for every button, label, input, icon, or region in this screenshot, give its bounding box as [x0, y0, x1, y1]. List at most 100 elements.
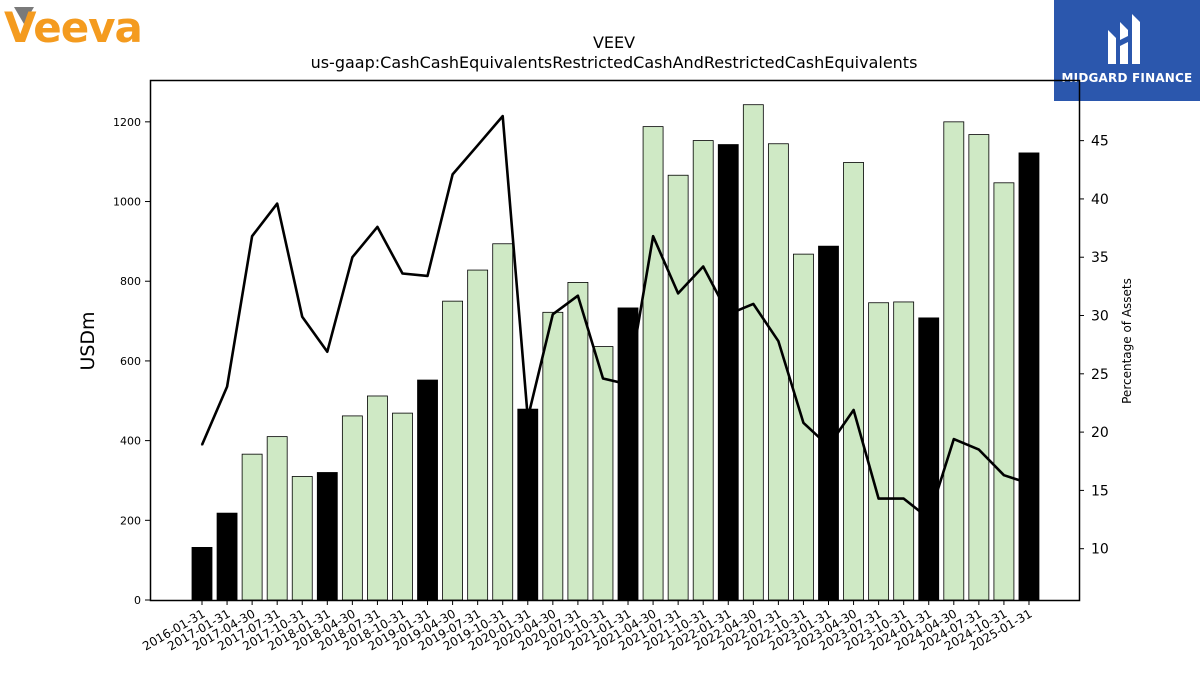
line-point-2017-07-31 — [276, 202, 278, 205]
line-point-2024-07-31 — [978, 448, 980, 451]
line-point-2019-01-31 — [426, 275, 429, 277]
line-point-2024-04-30 — [953, 438, 955, 440]
line-point-2021-04-30 — [652, 235, 654, 238]
y2-tick-label: 10 — [1091, 542, 1109, 558]
bar-2019-10-31 — [492, 243, 514, 601]
line-point-2023-01-31 — [827, 445, 830, 447]
bar-2024-10-31 — [993, 182, 1015, 601]
line-point-2019-10-31 — [501, 115, 504, 117]
veeva-logo-mark — [14, 7, 34, 24]
bar-2018-10-31 — [392, 412, 413, 601]
y-tick-label: 800 — [120, 275, 141, 288]
bar-2017-07-31 — [266, 436, 288, 601]
veeva-logo-wordmark: Veeva — [4, 4, 142, 48]
line-point-2022-07-31 — [777, 340, 780, 342]
bar-2016-01-31 — [191, 547, 213, 601]
bar-2017-10-31 — [291, 476, 313, 601]
line-point-2023-04-30 — [852, 409, 855, 411]
line-point-2018-01-31 — [326, 350, 329, 353]
line-point-2018-04-30 — [351, 256, 354, 259]
midgard-logo-mark — [1108, 14, 1140, 64]
line-point-2016-01-31 — [201, 444, 203, 446]
y-tick-label: 600 — [120, 355, 141, 368]
y2-axis-label: Percentage of Assets — [1120, 278, 1134, 404]
bar-2021-10-31 — [692, 140, 714, 601]
bar-2022-07-31 — [767, 143, 789, 601]
y2-tick-label: 30 — [1091, 309, 1109, 325]
line-point-2024-01-31 — [927, 517, 930, 520]
bar-2020-01-31 — [517, 408, 539, 601]
line-point-2019-07-31 — [476, 144, 479, 147]
line-point-2021-01-31 — [627, 383, 629, 386]
y2-tick-label: 15 — [1091, 483, 1109, 499]
bar-2022-04-30 — [742, 104, 764, 601]
y-tick-label: 1200 — [113, 116, 141, 129]
bar-2022-01-31 — [717, 144, 739, 601]
y2-tick-label: 20 — [1091, 425, 1109, 441]
line-point-2022-01-31 — [727, 313, 730, 316]
y-axis-right: 10 15 20 25 30 35 40 45 — [1079, 134, 1109, 558]
bar-2024-07-31 — [968, 134, 990, 601]
y-tick-label: 200 — [120, 514, 141, 527]
line-point-2020-10-31 — [602, 377, 604, 380]
midgard-finance-logo: MIDGARD FINANCE — [1054, 0, 1200, 101]
bar-2018-07-31 — [367, 395, 388, 601]
line-series — [200, 114, 1030, 520]
bar-series — [191, 104, 1040, 601]
line-point-2023-07-31 — [877, 497, 880, 500]
bar-2025-01-31 — [1018, 152, 1040, 601]
line-point-2022-04-30 — [752, 303, 755, 305]
y2-tick-label: 25 — [1091, 367, 1109, 383]
bar-2017-01-31 — [216, 512, 238, 601]
line-point-2017-10-31 — [301, 315, 304, 318]
y2-tick-label: 35 — [1091, 250, 1109, 266]
bar-2019-01-31 — [417, 379, 438, 601]
line-point-2021-07-31 — [677, 292, 679, 295]
line-point-2018-07-31 — [376, 226, 379, 228]
chart-title: VEEV — [593, 33, 635, 52]
line-point-2018-10-31 — [401, 272, 404, 275]
bar-2019-07-31 — [467, 269, 489, 601]
bar-2017-04-30 — [241, 453, 263, 601]
y-axis-left: 0 200 400 600 800 1000 1200 — [113, 116, 150, 607]
line-point-2019-04-30 — [451, 173, 454, 176]
bar-2020-07-31 — [567, 282, 589, 601]
line-point-2017-04-30 — [251, 235, 253, 238]
y-axis-label: USDm — [77, 311, 99, 370]
publisher-name: MIDGARD FINANCE — [1061, 71, 1193, 85]
veeva-logo: Veeva — [4, 3, 174, 52]
bar-2018-01-31 — [316, 472, 338, 601]
y2-tick-label: 40 — [1091, 192, 1109, 208]
line-point-2023-10-31 — [902, 497, 905, 500]
line-point-2022-10-31 — [802, 421, 805, 424]
bar-2023-07-31 — [868, 302, 890, 601]
bar-2022-10-31 — [793, 253, 814, 601]
line-point-2020-01-31 — [526, 417, 529, 419]
bar-2020-04-30 — [542, 311, 564, 601]
y2-tick-label: 45 — [1091, 134, 1109, 150]
bar-2021-07-31 — [667, 174, 689, 601]
line-point-2021-10-31 — [702, 265, 704, 268]
chart-subtitle: us-gaap:CashCashEquivalentsRestrictedCas… — [311, 53, 918, 72]
y-tick-label: 1000 — [113, 196, 141, 209]
bar-2021-04-30 — [642, 126, 664, 601]
bar-2018-04-30 — [341, 415, 363, 601]
bar-2023-04-30 — [843, 162, 864, 601]
bar-2021-01-31 — [617, 307, 639, 601]
y-tick-label: 400 — [120, 435, 141, 448]
line-point-2025-01-31 — [1028, 482, 1030, 485]
line-point-2020-07-31 — [577, 294, 579, 297]
line-point-2024-10-31 — [1003, 474, 1005, 477]
percentage-of-assets-line — [200, 114, 1030, 520]
bar-2023-01-31 — [818, 245, 839, 601]
x-axis: 2016-01-312017-01-312017-04-302017-07-31… — [140, 600, 1034, 653]
bar-2019-04-30 — [442, 300, 464, 601]
bar-2024-01-31 — [918, 317, 940, 601]
bar-2024-04-30 — [943, 121, 965, 601]
bar-2023-10-31 — [893, 301, 915, 601]
bar-2020-10-31 — [592, 346, 614, 601]
line-point-2020-04-30 — [552, 313, 554, 316]
y-tick-label: 0 — [134, 594, 141, 607]
line-point-2017-01-31 — [226, 385, 228, 388]
